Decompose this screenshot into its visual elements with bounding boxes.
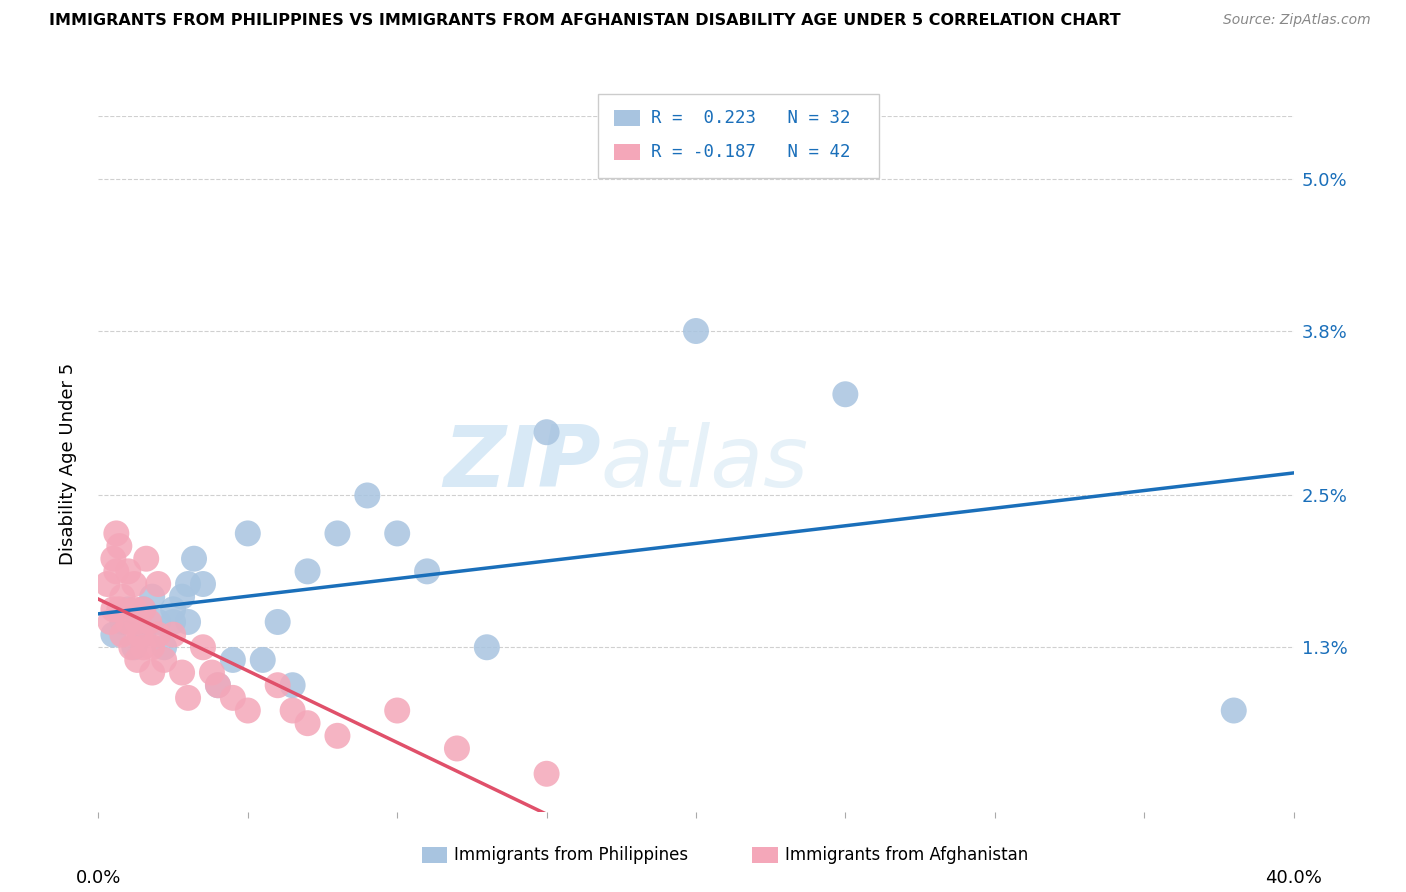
Point xyxy=(267,615,290,629)
Point xyxy=(475,640,498,655)
Point xyxy=(100,615,122,629)
Point xyxy=(834,387,856,401)
Text: ZIP: ZIP xyxy=(443,422,600,506)
Text: atlas: atlas xyxy=(600,422,808,506)
Text: 0.0%: 0.0% xyxy=(76,869,121,887)
Point xyxy=(127,653,149,667)
Point xyxy=(132,602,155,616)
Point xyxy=(148,577,170,591)
Point xyxy=(148,627,170,641)
Point xyxy=(446,741,468,756)
Point xyxy=(536,766,558,780)
Point xyxy=(297,565,319,579)
Point xyxy=(385,526,409,541)
Point xyxy=(222,653,245,667)
Point xyxy=(111,615,134,629)
Text: 40.0%: 40.0% xyxy=(1265,869,1322,887)
Point xyxy=(138,615,160,629)
Point xyxy=(236,704,259,718)
Point xyxy=(281,704,304,718)
Point xyxy=(326,526,349,541)
Text: R = -0.187   N = 42: R = -0.187 N = 42 xyxy=(651,143,851,161)
Point xyxy=(172,665,194,680)
Point xyxy=(117,602,139,616)
Point xyxy=(162,627,184,641)
Point xyxy=(162,615,184,629)
Point xyxy=(120,640,142,655)
Point xyxy=(124,577,146,591)
Point xyxy=(135,551,157,566)
Point xyxy=(162,602,184,616)
Point xyxy=(191,640,214,655)
Point xyxy=(1223,704,1246,718)
Point xyxy=(207,678,229,692)
Y-axis label: Disability Age Under 5: Disability Age Under 5 xyxy=(59,363,77,565)
Point xyxy=(108,539,131,553)
Point xyxy=(153,640,176,655)
Point xyxy=(111,627,134,641)
Point xyxy=(172,590,194,604)
Point xyxy=(103,551,125,566)
Point xyxy=(297,716,319,731)
Point xyxy=(356,488,378,502)
Point xyxy=(105,526,128,541)
Point xyxy=(141,590,163,604)
Point xyxy=(111,590,134,604)
Text: R =  0.223   N = 32: R = 0.223 N = 32 xyxy=(651,109,851,127)
Point xyxy=(105,565,128,579)
Point xyxy=(191,577,214,591)
Point xyxy=(201,665,224,680)
Point xyxy=(281,678,304,692)
Point xyxy=(132,640,155,655)
Point xyxy=(132,627,155,641)
Point xyxy=(385,704,409,718)
Text: IMMIGRANTS FROM PHILIPPINES VS IMMIGRANTS FROM AFGHANISTAN DISABILITY AGE UNDER : IMMIGRANTS FROM PHILIPPINES VS IMMIGRANT… xyxy=(49,13,1121,29)
Point xyxy=(117,615,139,629)
Point xyxy=(96,577,118,591)
Point xyxy=(124,640,146,655)
Point xyxy=(183,551,205,566)
Point xyxy=(132,602,155,616)
Point xyxy=(536,425,558,440)
Point xyxy=(685,324,707,338)
Point xyxy=(326,729,349,743)
Point xyxy=(103,602,125,616)
Point xyxy=(141,640,163,655)
Text: Source: ZipAtlas.com: Source: ZipAtlas.com xyxy=(1223,13,1371,28)
Point xyxy=(222,690,245,705)
Point xyxy=(103,627,125,641)
Point xyxy=(416,565,439,579)
Point xyxy=(127,615,149,629)
Point xyxy=(108,602,131,616)
Point xyxy=(177,690,200,705)
Text: Immigrants from Afghanistan: Immigrants from Afghanistan xyxy=(785,846,1028,863)
Point xyxy=(117,565,139,579)
Point xyxy=(267,678,290,692)
Point xyxy=(129,627,152,641)
Point xyxy=(177,577,200,591)
Point xyxy=(148,615,170,629)
Point xyxy=(141,665,163,680)
Point xyxy=(124,602,146,616)
Point xyxy=(207,678,229,692)
Point xyxy=(236,526,259,541)
Point xyxy=(252,653,274,667)
Point xyxy=(177,615,200,629)
Point xyxy=(153,653,176,667)
Text: Immigrants from Philippines: Immigrants from Philippines xyxy=(454,846,689,863)
